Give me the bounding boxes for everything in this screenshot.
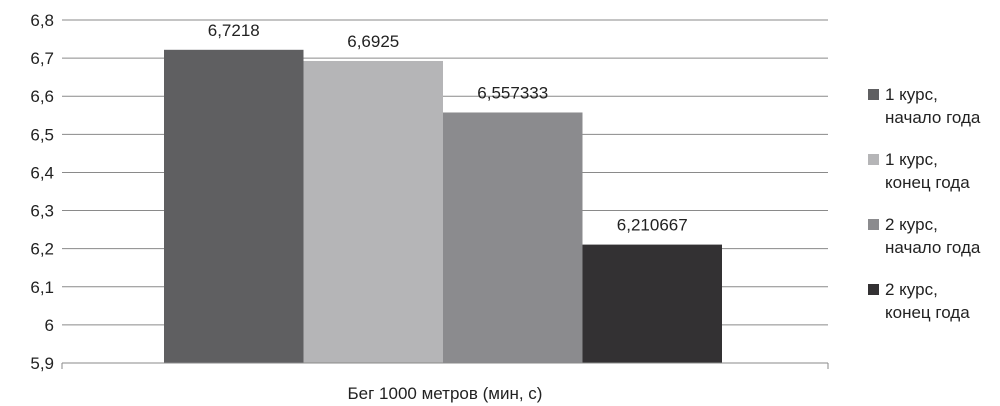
legend-label: конец года: [885, 173, 970, 192]
legend-item: 2 курс, конец года: [868, 280, 970, 322]
x-axis-category-label: Бег 1000 метров (мин, с): [348, 384, 543, 403]
legend-label: начало года: [885, 238, 981, 257]
y-tick-label: 6,5: [30, 125, 54, 144]
y-tick-label: 6,1: [30, 278, 54, 297]
legend-item: 1 курс, начало года: [868, 85, 981, 127]
legend-label: конец года: [885, 303, 970, 322]
y-tick-label: 6,7: [30, 49, 54, 68]
legend-item: 2 курс, начало года: [868, 215, 981, 257]
data-label: 6,557333: [477, 83, 548, 102]
bar: [582, 244, 722, 363]
y-tick-label: 6,4: [30, 163, 54, 182]
legend-item: 1 курс, конец года: [868, 150, 970, 192]
y-tick-label: 6,3: [30, 202, 54, 221]
bar: [443, 112, 583, 363]
data-label: 6,7218: [208, 21, 260, 40]
legend-label: 1 курс,: [885, 85, 938, 104]
y-axis-tick-labels: 5,9 6 6,1 6,2 6,3 6,4 6,5 6,6 6,7 6,8: [30, 11, 54, 373]
bar: [164, 49, 304, 363]
legend-label: 2 курс,: [885, 280, 938, 299]
legend-swatch: [868, 154, 879, 165]
legend-label: начало года: [885, 108, 981, 127]
bars: [164, 49, 722, 363]
y-tick-label: 6,6: [30, 87, 54, 106]
data-label: 6,210667: [617, 216, 688, 235]
data-labels: 6,7218 6,6925 6,557333 6,210667: [208, 21, 688, 235]
y-tick-label: 5,9: [30, 354, 54, 373]
legend-swatch: [868, 89, 879, 100]
data-label: 6,6925: [347, 32, 399, 51]
legend-swatch: [868, 284, 879, 295]
legend-label: 1 курс,: [885, 150, 938, 169]
bar: [303, 60, 443, 363]
y-tick-label: 6: [45, 316, 54, 335]
y-tick-label: 6,8: [30, 11, 54, 30]
y-tick-label: 6,2: [30, 240, 54, 259]
legend-swatch: [868, 219, 879, 230]
legend-label: 2 курс,: [885, 215, 938, 234]
